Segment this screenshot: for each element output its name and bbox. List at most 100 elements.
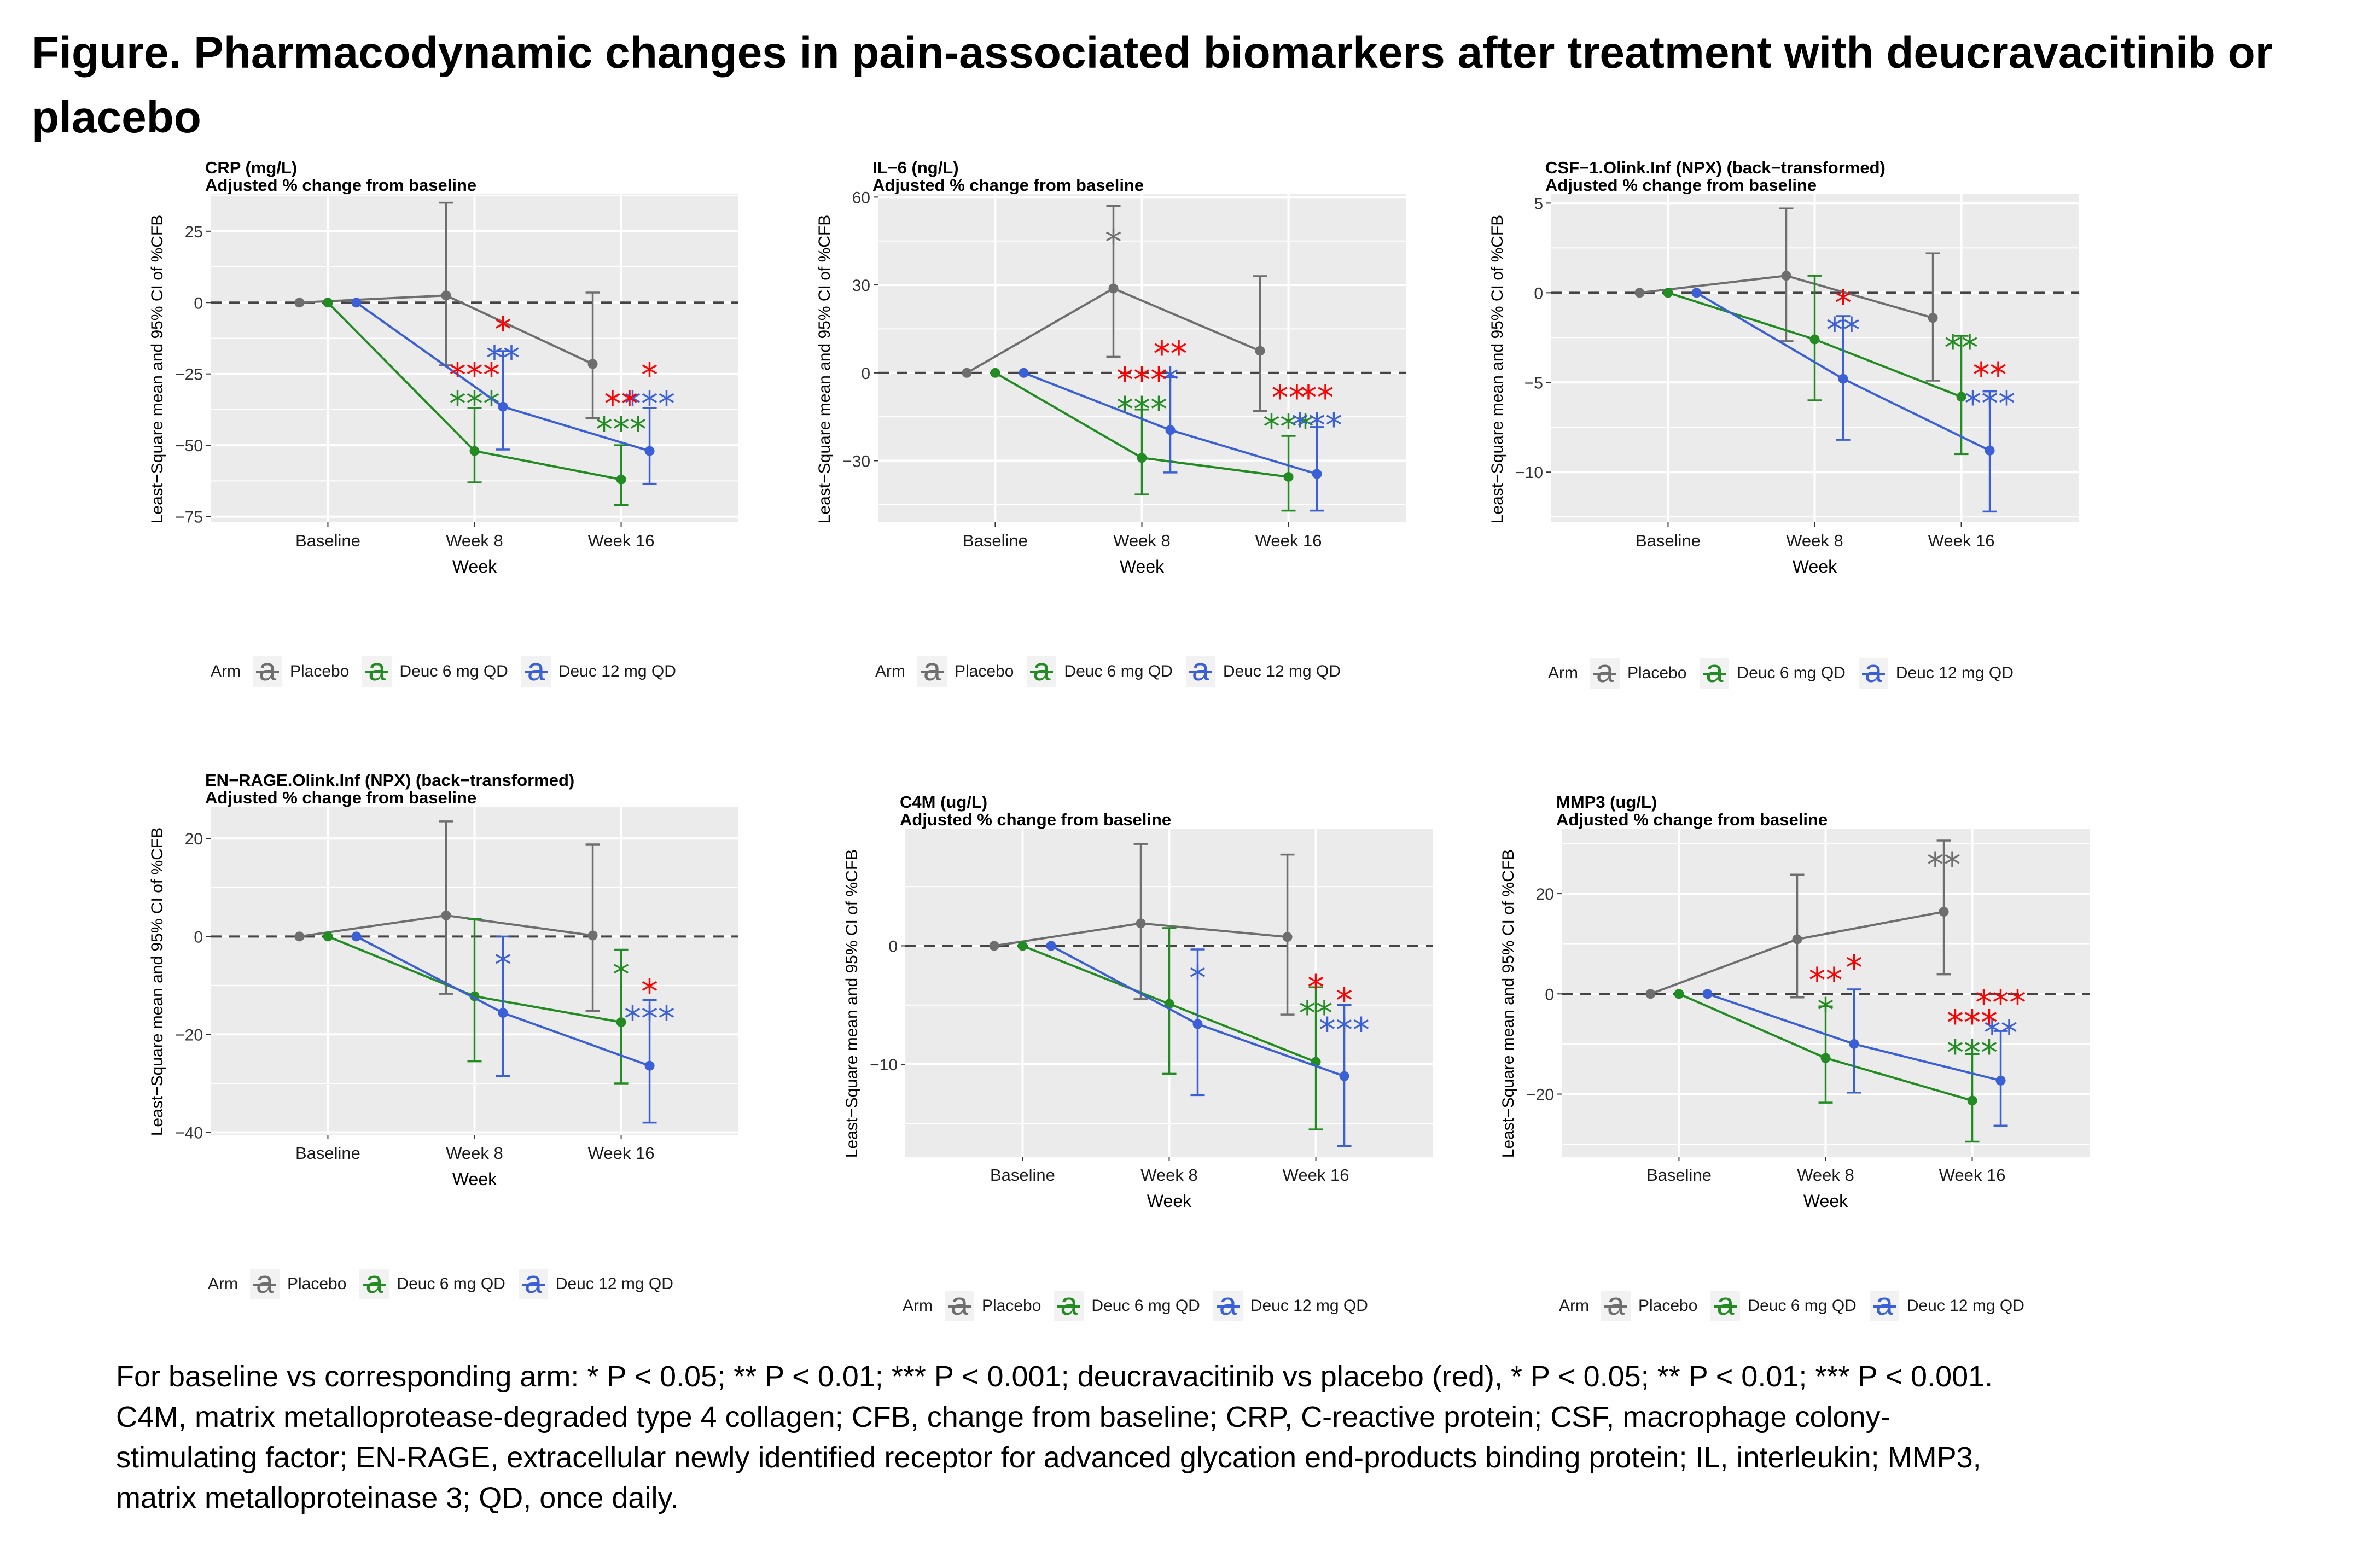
data-point xyxy=(1820,1053,1831,1063)
x-tick-label: Baseline xyxy=(1646,1165,1712,1185)
significance-label: *** xyxy=(1116,389,1167,429)
data-point xyxy=(294,931,305,942)
data-point xyxy=(441,910,451,920)
significance-label: * xyxy=(613,954,630,994)
y-tick-label: 0 xyxy=(861,365,870,383)
data-point xyxy=(1781,271,1791,281)
y-tick-label: −75 xyxy=(175,509,203,527)
legend-entry-label: Deuc 12 mg QD xyxy=(1906,1297,2024,1315)
legend-entry-label: Placebo xyxy=(287,1275,347,1293)
chart-title: CSF−1.Olink.Inf (NPX) (back−transformed) xyxy=(1545,158,1886,177)
data-point xyxy=(1339,1071,1349,1081)
data-point xyxy=(1165,425,1176,435)
data-point xyxy=(1809,334,1820,345)
x-tick-label: Baseline xyxy=(1636,531,1701,550)
y-tick-label: −25 xyxy=(175,366,203,384)
footnote-line: matrix metalloproteinase 3; QD, once dai… xyxy=(116,1482,679,1514)
data-point xyxy=(587,930,598,941)
data-point xyxy=(294,298,305,308)
x-tick-label: Baseline xyxy=(295,1144,360,1163)
y-tick-label: 0 xyxy=(1545,986,1554,1004)
data-point xyxy=(1645,989,1656,999)
chart-title: C4M (ug/L) xyxy=(900,792,987,812)
y-tick-label: 25 xyxy=(185,223,203,241)
legend-entry-label: Placebo xyxy=(1638,1297,1698,1315)
legend-key-glyph-icon: a xyxy=(521,653,551,687)
data-point xyxy=(1137,453,1147,463)
data-point xyxy=(1046,941,1056,951)
legend-entry-label: Placebo xyxy=(955,662,1014,680)
legend-key-glyph-icon: a xyxy=(359,1266,389,1299)
significance-vs-placebo-label: ** xyxy=(1973,355,2007,395)
data-point xyxy=(1928,313,1938,323)
data-point xyxy=(1674,989,1684,999)
data-point xyxy=(1108,283,1119,294)
y-tick-label: −50 xyxy=(175,437,203,455)
legend-key-glyph-icon: a xyxy=(253,653,282,687)
data-point xyxy=(962,368,972,378)
y-axis-label: Least−Square mean and 95% CI of %CFB xyxy=(816,215,834,524)
chart-subtitle: Adjusted % change from baseline xyxy=(872,176,1144,195)
data-point xyxy=(990,368,1000,378)
legend-key-glyph-icon: a xyxy=(917,653,947,687)
data-point xyxy=(323,931,333,942)
data-point xyxy=(1019,368,1029,378)
x-axis-label: Week xyxy=(452,1169,497,1189)
significance-vs-placebo-label: *** xyxy=(1975,983,2026,1023)
x-tick-label: Week 16 xyxy=(1283,1165,1349,1185)
data-point xyxy=(616,1017,626,1028)
legend-entry-label: Deuc 6 mg QD xyxy=(399,662,508,680)
chart-csf1: CSF−1.Olink.Inf (NPX) (back−transformed)… xyxy=(1488,158,2079,576)
legend-key-glyph-icon: a xyxy=(1027,653,1057,687)
significance-vs-placebo-label: * xyxy=(1307,967,1324,1007)
data-point xyxy=(498,401,508,412)
panel-csf1: CSF−1.Olink.Inf (NPX) (back−transformed)… xyxy=(1466,156,2133,736)
legend-title: Arm xyxy=(208,1275,238,1293)
data-point xyxy=(1017,941,1028,951)
legend-key-glyph-icon: a xyxy=(1700,655,1730,689)
y-axis-label: Least−Square mean and 95% CI of %CFB xyxy=(1488,215,1506,524)
legend-title: Arm xyxy=(211,662,241,680)
legend-key-glyph-icon: a xyxy=(1185,653,1215,687)
legend-title: Arm xyxy=(875,662,905,680)
data-point xyxy=(1282,932,1293,942)
significance-label: *** xyxy=(1291,406,1342,446)
significance-label: ** xyxy=(1826,310,1860,350)
data-point xyxy=(1967,1095,1977,1106)
x-tick-label: Week 8 xyxy=(1140,1165,1198,1185)
legend-entry-label: Deuc 6 mg QD xyxy=(1091,1297,1200,1315)
x-tick-label: Week 8 xyxy=(1797,1165,1854,1185)
y-tick-label: 20 xyxy=(1536,885,1554,903)
significance-vs-placebo-label: * xyxy=(641,355,658,395)
significance-label: * xyxy=(1105,223,1122,263)
significance-label: *** xyxy=(1964,383,2015,423)
legend-entry-label: Deuc 12 mg QD xyxy=(1223,662,1341,680)
significance-label: ** xyxy=(1299,994,1333,1034)
significance-vs-placebo-label: * xyxy=(641,972,658,1012)
significance-vs-placebo-label: *** xyxy=(1116,360,1167,400)
x-tick-label: Week 8 xyxy=(1113,531,1171,550)
figure-title: Figure. Pharmacodynamic changes in pain-… xyxy=(32,28,2273,142)
legend-key-glyph-icon: a xyxy=(1590,655,1620,689)
legend-entry-label: Deuc 12 mg QD xyxy=(1250,1297,1368,1315)
data-point xyxy=(1136,918,1146,929)
data-point xyxy=(469,446,480,456)
chart-en-rage: EN−RAGE.Olink.Inf (NPX) (back−transforme… xyxy=(148,771,738,1189)
x-axis-label: Week xyxy=(1793,557,1837,576)
data-point xyxy=(1192,1019,1203,1029)
data-point xyxy=(441,290,451,301)
significance-vs-placebo-label: ** xyxy=(1272,378,1306,418)
data-point xyxy=(1985,445,1995,456)
legend-key-glyph-icon: a xyxy=(1601,1287,1631,1321)
y-tick-label: 0 xyxy=(194,928,203,946)
x-tick-label: Week 16 xyxy=(588,531,655,550)
legend-entry-label: Deuc 12 mg QD xyxy=(1895,664,2014,682)
y-tick-label: 30 xyxy=(852,277,870,295)
panel-c4m: C4M (ug/L) Adjusted % change from baselin… xyxy=(821,790,1488,1370)
chart-subtitle: Adjusted % change from baseline xyxy=(900,810,1171,829)
y-tick-label: 60 xyxy=(852,189,870,207)
legend-key-glyph-icon: a xyxy=(1710,1287,1741,1321)
data-point xyxy=(587,359,598,369)
y-tick-label: −10 xyxy=(870,1056,898,1074)
data-point xyxy=(1663,288,1673,298)
